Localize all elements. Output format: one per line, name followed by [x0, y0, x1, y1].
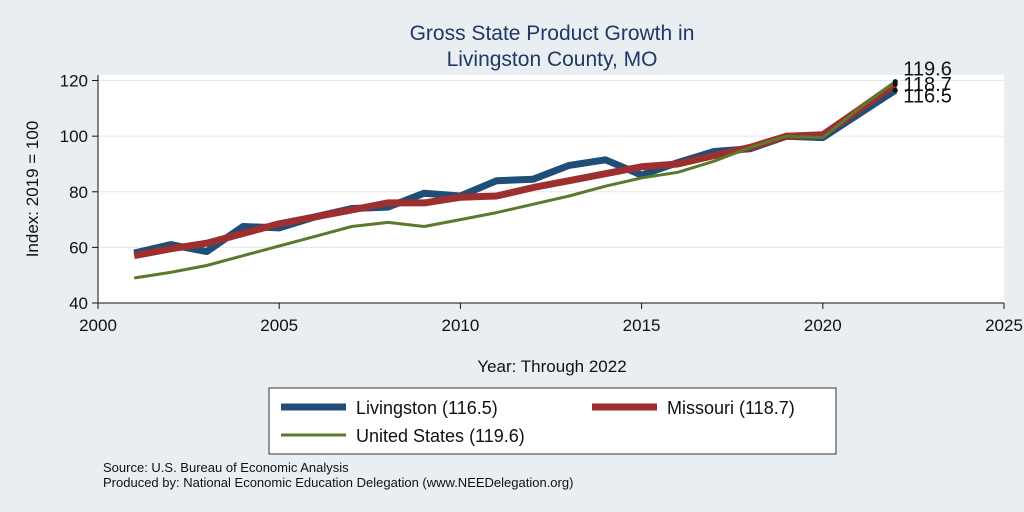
axes: 40 60 80 100 120 2000 2005 2010 2015 2020 2025	[60, 72, 1023, 335]
x-axis-title: Year: Through 2022	[477, 357, 626, 376]
x-tick-label: 2010	[441, 316, 479, 335]
y-axis-title: Index: 2019 = 100	[23, 121, 42, 258]
y-tick-label: 40	[69, 294, 88, 313]
y-tick-label: 80	[69, 183, 88, 202]
end-label-livingston: 116.5	[903, 85, 952, 107]
x-tick-label: 2000	[79, 316, 117, 335]
end-label-missouri: 118.7	[903, 74, 952, 96]
series-lines	[133, 80, 898, 280]
y-tick-label: 100	[60, 127, 88, 146]
y-tick-label: 120	[60, 72, 88, 91]
source-note: Source: U.S. Bureau of Economic Analysis	[103, 460, 349, 475]
x-tick-label: 2015	[623, 316, 661, 335]
chart-title-line-1: Gross State Product Growth in	[410, 22, 695, 45]
legend-label-missouri: Missouri (118.7)	[667, 398, 795, 418]
legend-label-livingston: Livingston (116.5)	[356, 398, 498, 418]
legend-label-united-states: United States (119.6)	[356, 426, 525, 446]
legend-box	[268, 387, 837, 455]
end-marker-livingston	[892, 87, 898, 93]
end-marker-united-states	[892, 79, 898, 85]
y-tick-label: 60	[69, 238, 88, 257]
produced-by-note: Produced by: National Economic Education…	[103, 475, 573, 490]
chart-title-line-2: Livingston County, MO	[447, 48, 658, 71]
series-line-united-states	[133, 80, 897, 280]
end-label-united-states: 119.6	[903, 59, 952, 81]
legend: Livingston (116.5) Missouri (118.7) Unit…	[268, 387, 837, 455]
x-tick-label: 2020	[804, 316, 842, 335]
x-tick-label: 2025	[985, 316, 1023, 335]
x-tick-label: 2005	[260, 316, 298, 335]
